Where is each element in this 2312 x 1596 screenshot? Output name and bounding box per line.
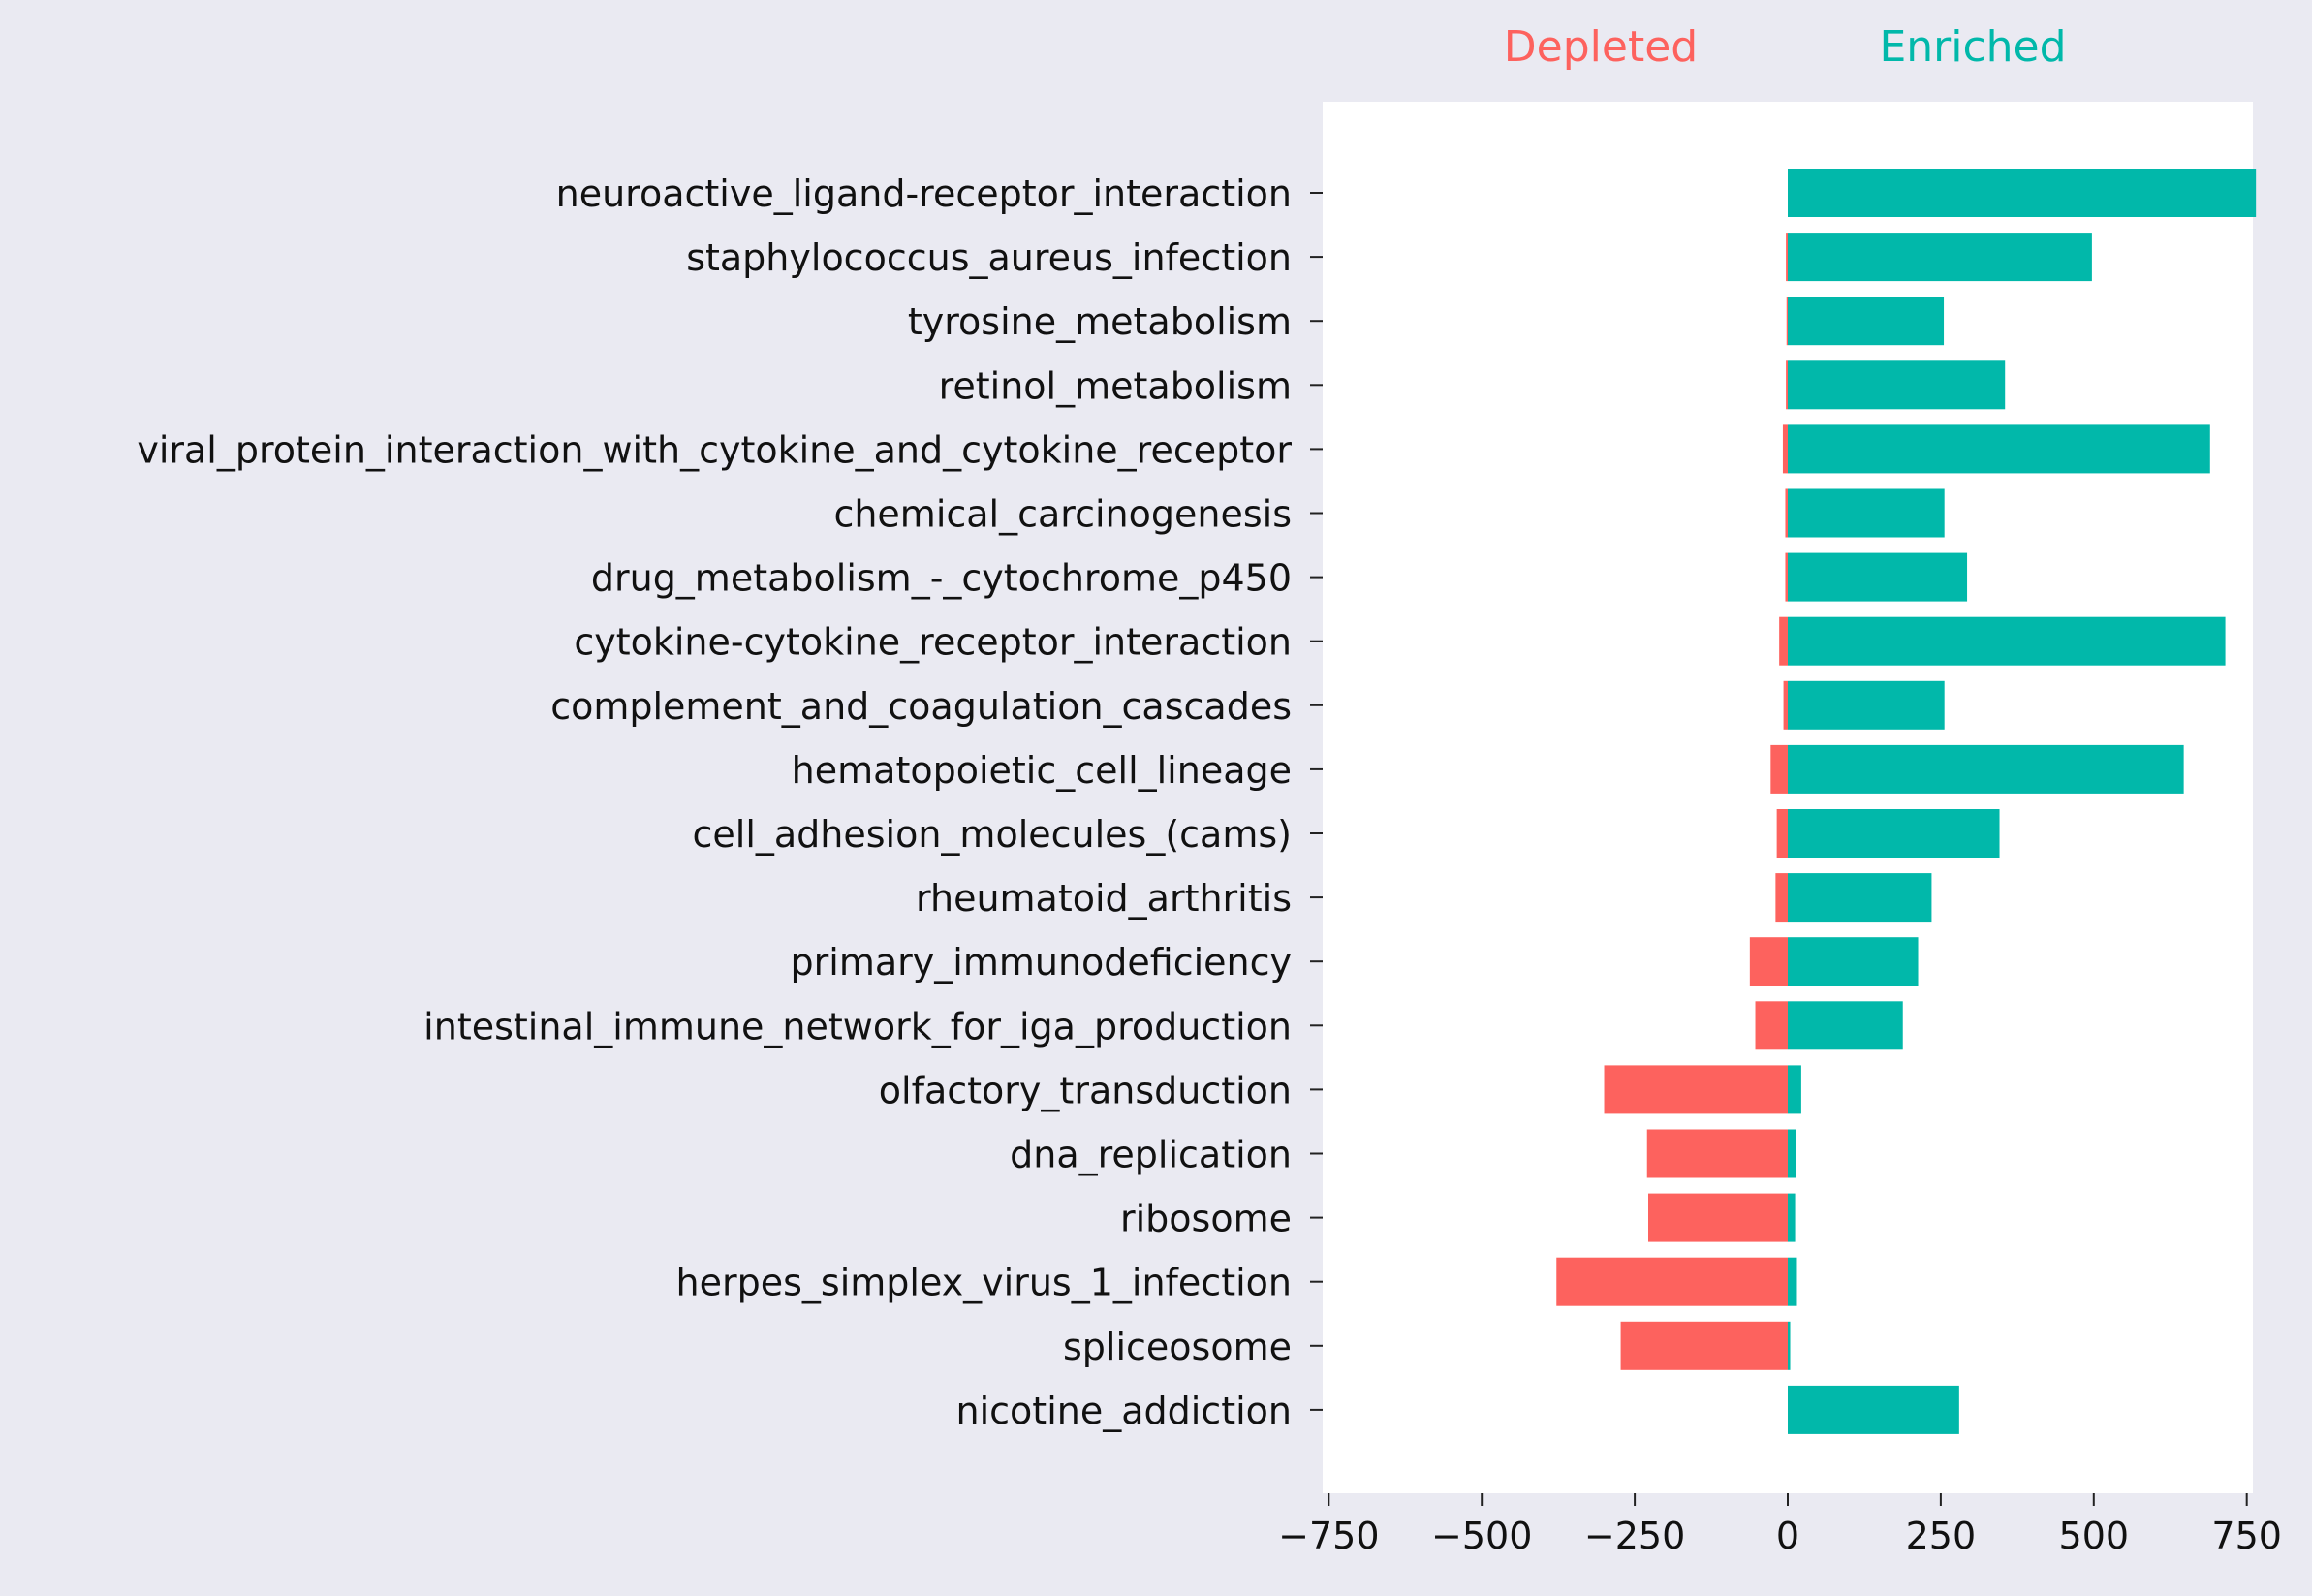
enriched-bar-hematopoietic-cell-lineage [1788,744,2184,794]
enriched-bar-complement-and-coagulation-cascades [1788,680,1945,730]
bars-group [1556,169,2257,1434]
legend-label-enriched: Enriched [1879,22,2066,72]
x-tick-label: −750 [1278,1515,1379,1557]
depleted-bar-intestinal-immune-network-for-iga-production [1755,1001,1788,1050]
enriched-bar-retinol-metabolism [1788,360,2006,410]
depleted-bar-complement-and-coagulation-cascades [1783,680,1788,730]
category-label: hematopoietic_cell_lineage [792,749,1292,792]
depleted-bar-viral-protein-interaction-with-cytokine-and-cytokine-receptor [1782,424,1788,474]
enriched-bar-dna-replication [1788,1129,1796,1178]
depleted-bar-hematopoietic-cell-lineage [1770,744,1788,794]
depleted-bar-staphylococcus-aureus-infection [1786,233,1788,282]
category-label: tyrosine_metabolism [908,300,1292,343]
enriched-bar-intestinal-immune-network-for-iga-production [1788,1001,1903,1050]
category-label: drug_metabolism_-_cytochrome_p450 [591,557,1292,600]
category-label: intestinal_immune_network_for_iga_produc… [423,1005,1292,1048]
depleted-bar-olfactory-transduction [1604,1065,1788,1114]
category-label: complement_and_coagulation_cascades [550,685,1292,728]
enriched-bar-chemical-carcinogenesis [1788,488,1945,538]
category-label: staphylococcus_aureus_infection [686,236,1292,279]
depleted-bar-chemical-carcinogenesis [1785,488,1788,538]
category-label: neuroactive_ligand-receptor_interaction [556,172,1292,215]
depleted-bar-rheumatoid-arthritis [1775,873,1788,923]
enriched-bar-viral-protein-interaction-with-cytokine-and-cytokine-receptor [1788,424,2210,474]
category-label: chemical_carcinogenesis [833,493,1292,536]
x-tick-label: 750 [2211,1515,2282,1557]
category-label: olfactory_transduction [879,1069,1292,1111]
category-label: nicotine_addiction [956,1390,1292,1432]
depleted-bar-spliceosome [1620,1321,1788,1370]
enriched-bar-spliceosome [1788,1321,1791,1370]
depleted-bar-drug-metabolism-cytochrome-p450 [1785,552,1788,602]
x-tick-label: −500 [1431,1515,1532,1557]
enriched-bar-ribosome [1788,1193,1796,1242]
enriched-bar-rheumatoid-arthritis [1788,873,1932,923]
enriched-bar-herpes-simplex-virus-1-infection [1788,1257,1797,1306]
depleted-bar-primary-immunodeficiency [1749,937,1788,986]
category-label: cytokine-cytokine_receptor_interaction [574,621,1292,664]
enriched-bar-cell-adhesion-molecules-cams [1788,809,2000,858]
category-label: dna_replication [1010,1134,1292,1176]
enriched-bar-primary-immunodeficiency [1788,937,1919,986]
depleted-bar-ribosome [1648,1193,1788,1242]
depleted-bar-tyrosine-metabolism [1786,297,1788,346]
x-tick-label: 0 [1776,1515,1799,1557]
x-tick-label: 500 [2059,1515,2130,1557]
x-axis: −750 −500 −250 0 250 500 750 [1278,1493,2282,1557]
category-label: viral_protein_interaction_with_cytokine_… [137,428,1292,471]
depleted-bar-retinol-metabolism [1786,360,1788,410]
depleted-bar-dna-replication [1646,1129,1788,1178]
category-label: retinol_metabolism [939,364,1292,407]
enriched-bar-cytokine-cytokine-receptor-interaction [1788,616,2226,666]
category-label: herpes_simplex_virus_1_infection [676,1262,1292,1304]
enriched-bar-neuroactive-ligand-receptor-interaction [1788,169,2257,217]
enriched-bar-staphylococcus-aureus-infection [1788,233,2092,282]
x-tick-label: −250 [1584,1515,1685,1557]
enriched-bar-nicotine-addiction [1788,1385,1959,1434]
x-tick-label: 250 [1906,1515,1977,1557]
category-label: cell_adhesion_molecules_(cams) [692,813,1292,856]
depleted-bar-cytokine-cytokine-receptor-interaction [1779,616,1788,666]
category-label: primary_immunodeficiency [791,941,1292,984]
enriched-bar-tyrosine-metabolism [1788,297,1945,346]
enriched-bar-olfactory-transduction [1788,1065,1801,1114]
category-labels-group: neuroactive_ligand-receptor_interactions… [137,172,1323,1432]
category-label: rheumatoid_arthritis [916,877,1292,920]
depleted-bar-cell-adhesion-molecules-cams [1776,809,1788,858]
depleted-bar-herpes-simplex-virus-1-infection [1556,1257,1788,1306]
legend-label-depleted: Depleted [1504,22,1698,72]
category-label: spliceosome [1063,1326,1292,1368]
category-label: ribosome [1120,1198,1292,1240]
enriched-bar-drug-metabolism-cytochrome-p450 [1788,552,1968,602]
